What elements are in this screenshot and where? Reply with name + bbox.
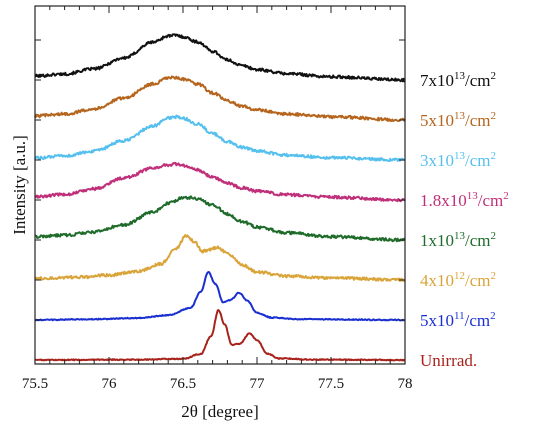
series-label: Unirrad.	[420, 351, 477, 370]
series-line	[34, 161, 406, 203]
series-label: 1x1013/cm2	[420, 230, 496, 250]
series-labels: 7x1013/cm2 5x1013/cm2 3x1013/cm2 1.8x1013/c…	[420, 70, 509, 370]
x-tick-label: 76.5	[170, 376, 196, 392]
series-label: 5x1013/cm2	[420, 110, 496, 130]
x-tick-label: 76	[102, 376, 118, 392]
plot-frame	[34, 5, 406, 365]
series-line	[34, 309, 406, 362]
series-line	[34, 195, 406, 243]
series-line	[34, 234, 406, 282]
y-axis-ticks	[35, 39, 405, 321]
series-line	[34, 33, 406, 83]
series-label: 5x1011/cm2	[420, 310, 496, 330]
x-axis-label: 2θ [degree]	[181, 402, 259, 421]
plot-traces	[34, 33, 406, 362]
x-tick-label: 77.5	[318, 376, 344, 392]
y-axis-label: Intensity [a.u.]	[10, 135, 29, 235]
series-line	[34, 270, 406, 322]
series-label: 3x1013/cm2	[420, 150, 496, 170]
series-line	[34, 114, 406, 163]
series-label: 7x1013/cm2	[420, 70, 496, 90]
series-line	[34, 75, 406, 123]
x-tick-label: 78	[398, 376, 413, 392]
series-label: 1.8x1013/cm2	[420, 190, 509, 210]
x-axis-ticks: 75.5 76 76.5 77 77.5 78	[22, 6, 413, 392]
x-tick-label: 75.5	[22, 376, 48, 392]
series-label: 4x1012/cm2	[420, 270, 496, 290]
x-tick-label: 77	[250, 376, 266, 392]
